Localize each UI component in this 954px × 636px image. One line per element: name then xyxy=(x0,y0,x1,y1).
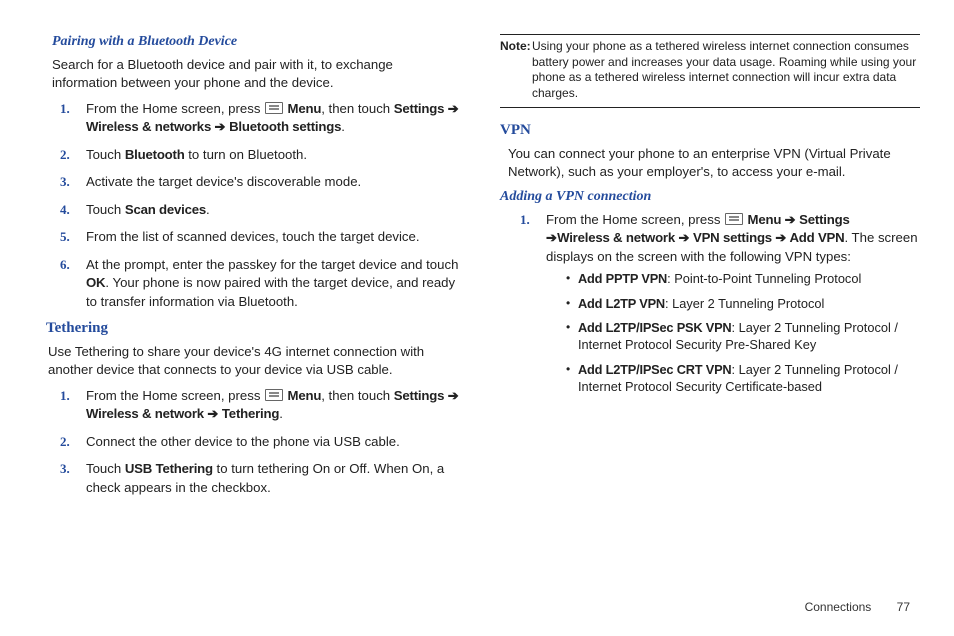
menu-icon xyxy=(265,389,283,401)
vpn-bullet-3: Add L2TP/IPSec PSK VPN: Layer 2 Tunnelin… xyxy=(566,319,920,354)
heading-pairing: Pairing with a Bluetooth Device xyxy=(52,34,460,50)
footer-page-number: 77 xyxy=(897,600,910,614)
vpn-bullets: Add PPTP VPN: Point-to-Point Tunneling P… xyxy=(566,270,920,395)
heading-tethering: Tethering xyxy=(46,320,460,337)
note-label: Note: xyxy=(500,39,531,55)
page-footer: Connections 77 xyxy=(805,600,910,614)
pair-step-1: 1. From the Home screen, press Menu, the… xyxy=(86,100,460,137)
tether-step-1: 1. From the Home screen, press Menu, the… xyxy=(86,387,460,424)
note-text: Using your phone as a tethered wireless … xyxy=(500,39,920,101)
vpn-bullet-1: Add PPTP VPN: Point-to-Point Tunneling P… xyxy=(566,270,920,287)
tethering-intro: Use Tethering to share your device's 4G … xyxy=(48,343,460,379)
pair-step-2: 2. Touch Bluetooth to turn on Bluetooth. xyxy=(86,146,460,164)
vpn-step-1: 1. From the Home screen, press Menu ➔ Se… xyxy=(546,211,920,395)
page-content: Pairing with a Bluetooth Device Search f… xyxy=(0,0,954,506)
footer-section: Connections xyxy=(805,600,872,614)
pair-step-5: 5. From the list of scanned devices, tou… xyxy=(86,228,460,246)
menu-icon xyxy=(265,102,283,114)
left-column: Pairing with a Bluetooth Device Search f… xyxy=(40,34,460,506)
pairing-steps: 1. From the Home screen, press Menu, the… xyxy=(86,100,460,311)
vpn-intro: You can connect your phone to an enterpr… xyxy=(508,145,920,181)
pair-step-3: 3. Activate the target device's discover… xyxy=(86,173,460,191)
right-column: Note: Using your phone as a tethered wir… xyxy=(500,34,920,506)
pairing-intro: Search for a Bluetooth device and pair w… xyxy=(52,56,460,92)
tether-step-2: 2. Connect the other device to the phone… xyxy=(86,433,460,451)
menu-icon xyxy=(725,213,743,225)
pair-step-4: 4. Touch Scan devices. xyxy=(86,201,460,219)
vpn-bullet-2: Add L2TP VPN: Layer 2 Tunneling Protocol xyxy=(566,295,920,312)
vpn-bullet-4: Add L2TP/IPSec CRT VPN: Layer 2 Tunnelin… xyxy=(566,361,920,396)
heading-vpn-add: Adding a VPN connection xyxy=(500,189,920,205)
tether-step-3: 3. Touch USB Tethering to turn tethering… xyxy=(86,460,460,497)
vpn-steps: 1. From the Home screen, press Menu ➔ Se… xyxy=(546,211,920,395)
note-box: Note: Using your phone as a tethered wir… xyxy=(500,34,920,108)
pair-step-6: 6. At the prompt, enter the passkey for … xyxy=(86,256,460,311)
heading-vpn: VPN xyxy=(500,122,920,139)
tethering-steps: 1. From the Home screen, press Menu, the… xyxy=(86,387,460,497)
